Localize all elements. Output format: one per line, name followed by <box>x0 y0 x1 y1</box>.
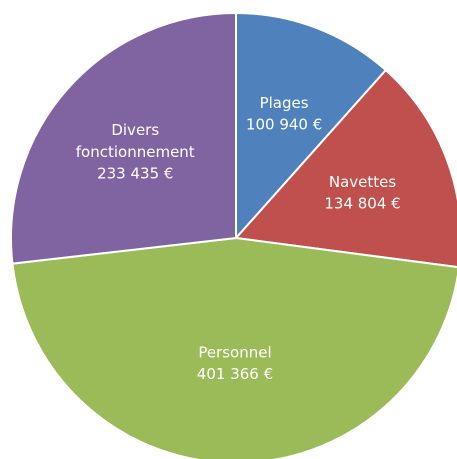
category-label-line: Plages <box>260 93 309 111</box>
slice-label: Divers fonctionnement 233 435 € <box>76 121 195 183</box>
category-label-line: Navettes <box>329 172 397 190</box>
pie-slice <box>233 68 457 269</box>
category-label-line: Divers <box>111 121 159 139</box>
pie-slice <box>11 236 457 459</box>
value-label: 401 366 € <box>197 365 273 383</box>
category-label: Navettes <box>329 172 397 190</box>
value-label: 100 940 € <box>246 115 322 133</box>
value-label: 134 804 € <box>324 194 400 212</box>
slice-label: Personnel 401 366 € <box>197 343 273 383</box>
category-label: Divers fonctionnement <box>76 121 195 161</box>
category-label: Plages <box>260 93 309 111</box>
category-label-line: Personnel <box>198 343 271 361</box>
category-label-line: fonctionnement <box>76 143 195 161</box>
slice-label: Navettes 134 804 € <box>324 172 400 212</box>
value-label: 233 435 € <box>97 165 173 183</box>
slice-label: Plages 100 940 € <box>246 93 322 133</box>
pie-slice <box>235 11 388 241</box>
pie-slice <box>10 11 237 265</box>
category-label: Personnel <box>198 343 271 361</box>
